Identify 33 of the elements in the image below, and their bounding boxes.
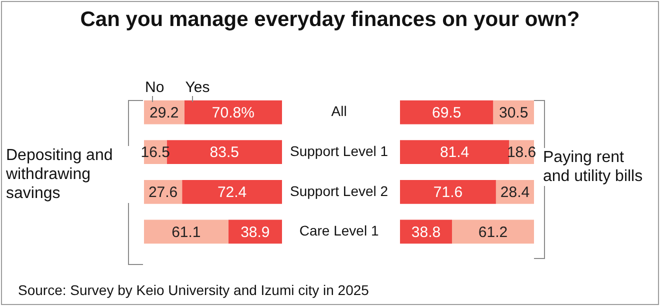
data-label: 38.9 [240,224,270,241]
data-label: 83.5 [210,144,239,162]
y-tick-label: Care Level 1 [299,222,379,239]
source-note: Source: Survey by Keio University and Izumi city in 2025 [18,282,369,298]
bar [400,140,510,164]
data-label: 29.2 [150,104,179,122]
y-tick-label: Support Level 1 [290,142,388,159]
data-label: 27.6 [148,184,178,202]
data-label: 70.8% [212,104,254,122]
data-label: 72.4 [217,184,247,202]
data-label: 18.6 [506,144,536,162]
data-label: 69.5 [432,104,462,122]
data-label: 28.4 [500,184,530,202]
bar [452,220,534,244]
y-tick-label: Support Level 2 [290,182,388,199]
bar [144,220,228,244]
data-label: 16.5 [140,144,170,162]
y-tick-label: All [331,103,347,120]
data-label: 38.8 [411,224,441,241]
data-label: 81.4 [440,144,470,162]
series-label: No [145,79,164,96]
data-label: 71.6 [433,184,463,202]
series-label: Yes [185,79,210,96]
data-label: 61.1 [172,224,201,241]
bar [400,100,494,124]
bar [182,180,282,204]
bar [400,180,496,204]
y-axis-title: Paying rent and utility bills [540,148,657,186]
data-label: 61.2 [478,224,508,241]
text: Can you manage everyday finances on your own? [79,8,581,32]
y-axis-title: Depositing and withdrawing savings [6,146,132,203]
bar [184,100,282,124]
data-label: 30.5 [498,104,528,122]
